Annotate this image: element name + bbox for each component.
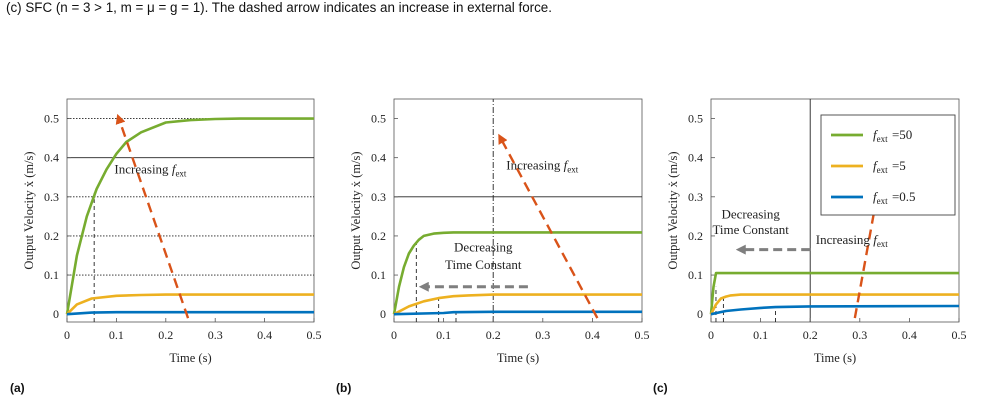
- y-tick-label: 0.5: [44, 112, 59, 126]
- x-tick-label: 0.4: [902, 328, 917, 342]
- legend-entry: fext =5: [873, 158, 906, 175]
- series-line-green: [65, 117, 314, 315]
- increasing-force-arrow: [115, 113, 190, 319]
- x-tick-label: 0: [391, 328, 397, 342]
- series-line-blue: [710, 304, 960, 316]
- annotation-text: Increasing fext: [506, 157, 579, 174]
- annotation-text: Time Constant: [712, 222, 789, 237]
- chart-panel-3: 0 0.1 0.2 0.3 0.4 0.5 0 0.1 0.2 0.3 0.4 0.5 Time (s)…: [653, 98, 967, 395]
- increasing-force-arrow: [853, 203, 879, 319]
- series-line-blue: [66, 310, 314, 316]
- y-tick-label: 0.1: [371, 268, 386, 282]
- y-tick-label: 0.4: [688, 151, 703, 165]
- x-tick-label: 0.5: [635, 328, 650, 342]
- y-tick-label: 0.5: [688, 112, 703, 126]
- panel-label: (c): [653, 381, 668, 395]
- panel-label: (a): [10, 381, 25, 395]
- x-tick-label: 0.4: [585, 328, 600, 342]
- axes-box: [393, 98, 643, 323]
- annotation-text: Time Constant: [445, 257, 522, 272]
- x-tick-label: 0.1: [753, 328, 768, 342]
- series-line-yellow: [393, 293, 642, 316]
- legend-entry: fext =0.5: [873, 189, 916, 206]
- x-axis-label: Time (s): [169, 351, 211, 365]
- y-tick-label: 0.3: [371, 190, 386, 204]
- axes-box: [66, 98, 315, 323]
- panel-label: (b): [336, 381, 351, 395]
- y-tick-label: 0.2: [371, 229, 386, 243]
- x-tick-label: 0: [64, 328, 70, 342]
- x-tick-label: 0.2: [803, 328, 818, 342]
- x-tick-label: 0.5: [952, 328, 967, 342]
- figure-caption: (c) SFC (n = 3 > 1, m = μ = g = 1). The …: [6, 0, 552, 15]
- axes-box: [710, 98, 960, 323]
- legend-entry: fext =50: [873, 127, 912, 144]
- y-axis-label: Output Velocity ẋ (m/s): [666, 151, 680, 269]
- y-tick-label: 0: [697, 307, 703, 321]
- y-tick-label: 0.2: [688, 229, 703, 243]
- x-tick-label: 0: [708, 328, 714, 342]
- x-tick-label: 0.5: [307, 328, 322, 342]
- y-tick-label: 0.3: [688, 190, 703, 204]
- increasing-force-arrow: [498, 133, 599, 319]
- x-tick-label: 0.2: [486, 328, 501, 342]
- series-line-yellow: [709, 293, 959, 315]
- annotation-text: Increasing fext: [114, 161, 187, 178]
- chart-panel-1: 0 0.1 0.2 0.3 0.4 0.5 0 0.1 0.2 0.3 0.4 0.5 Time (s)…: [10, 98, 322, 395]
- y-tick-label: 0.4: [44, 151, 59, 165]
- y-axis-label: Output Velocity ẋ (m/s): [22, 151, 36, 269]
- series-line-green: [392, 231, 642, 315]
- x-axis-label: Time (s): [497, 351, 539, 365]
- x-tick-label: 0.3: [852, 328, 867, 342]
- y-tick-label: 0.1: [688, 268, 703, 282]
- series-line-green: [709, 271, 959, 315]
- x-tick-label: 0.3: [535, 328, 550, 342]
- y-tick-label: 0.5: [371, 112, 386, 126]
- y-tick-label: 0.3: [44, 190, 59, 204]
- x-axis-label: Time (s): [814, 351, 856, 365]
- series-line-yellow: [66, 293, 314, 316]
- annotation-text: Decreasing: [721, 206, 780, 221]
- y-tick-label: 0.4: [371, 151, 386, 165]
- annotation-text: Increasing fext: [816, 232, 889, 249]
- annotation-text: Decreasing: [454, 240, 513, 255]
- y-tick-label: 0.2: [44, 229, 59, 243]
- x-tick-label: 0.1: [109, 328, 124, 342]
- series-line-blue: [393, 310, 642, 316]
- y-tick-label: 0: [380, 307, 386, 321]
- x-tick-label: 0.4: [257, 328, 272, 342]
- x-tick-label: 0.1: [436, 328, 451, 342]
- x-tick-label: 0.3: [208, 328, 223, 342]
- y-tick-label: 0.1: [44, 268, 59, 282]
- x-tick-label: 0.2: [158, 328, 173, 342]
- chart-panel-2: 0 0.1 0.2 0.3 0.4 0.5 0 0.1 0.2 0.3 0.4 0.5 Time (s)…: [336, 98, 650, 395]
- y-tick-label: 0: [53, 307, 59, 321]
- y-axis-label: Output Velocity ẋ (m/s): [349, 151, 363, 269]
